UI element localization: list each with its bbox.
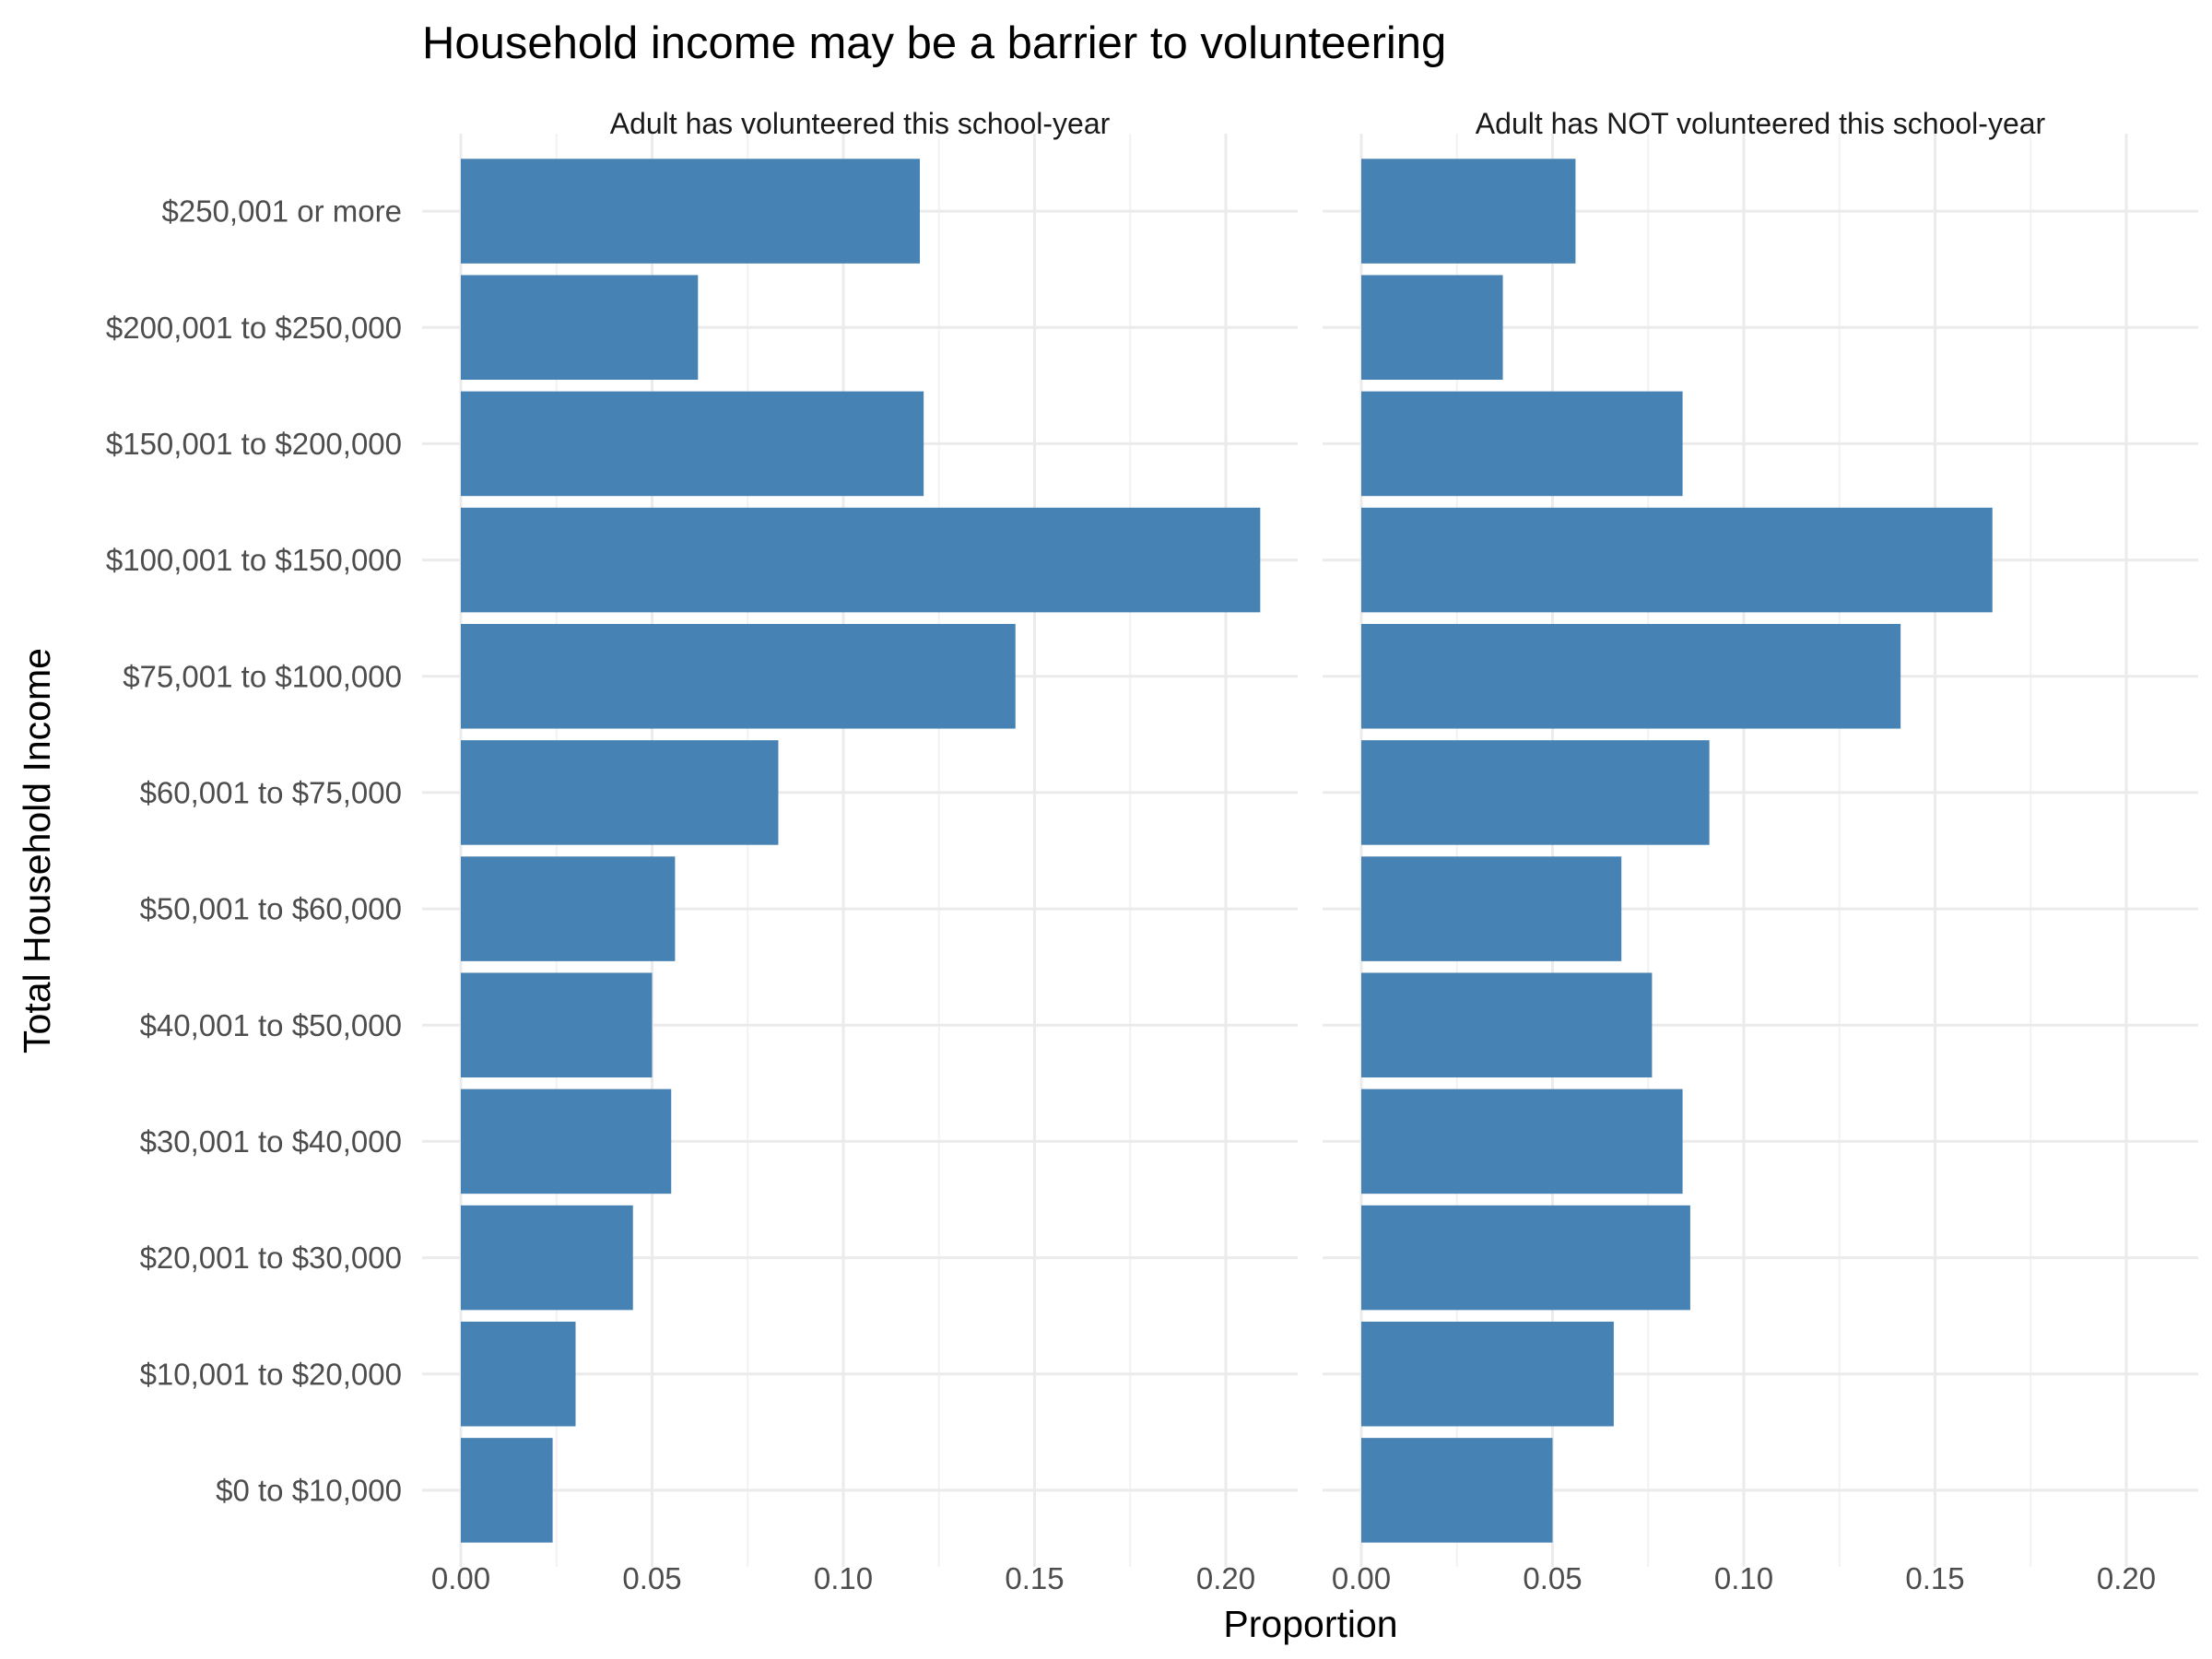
bar-10-001-to-20-000 [461, 1321, 576, 1427]
x-tick-label: 0.00 [431, 1561, 490, 1595]
y-tick-label: $10,001 to $20,000 [140, 1357, 402, 1391]
bar-50-001-to-60-000 [461, 856, 676, 961]
y-tick-label: $60,001 to $75,000 [140, 775, 402, 809]
x-tick-label: 0.15 [1005, 1561, 1064, 1595]
x-tick-label: 0.15 [1905, 1561, 1964, 1595]
bar-60-001-to-75-000 [1361, 740, 1710, 845]
y-tick-label: $150,001 to $200,000 [106, 427, 402, 461]
panel-strip-label: Adult has volunteered this school-year [610, 107, 1111, 140]
bar-100-001-to-150-000 [461, 507, 1261, 613]
bar-200-001-to-250-000 [1361, 275, 1503, 381]
y-axis-tick-labels: $0 to $10,000 $10,001 to $20,000 $20,001 t… [106, 194, 402, 1508]
x-tick-label: 0.10 [1714, 1561, 1773, 1595]
y-tick-label: $100,001 to $150,000 [106, 543, 402, 577]
y-tick-label: $200,001 to $250,000 [106, 311, 402, 345]
x-axis-title: Proportion [1223, 1603, 1397, 1645]
y-tick-label: $30,001 to $40,000 [140, 1124, 402, 1159]
y-tick-label: $250,001 or more [161, 194, 402, 229]
y-tick-label: $20,001 to $30,000 [140, 1241, 402, 1275]
y-tick-label: $75,001 to $100,000 [123, 659, 402, 693]
bar-200-001-to-250-000 [461, 275, 699, 381]
bar-10-001-to-20-000 [1361, 1321, 1614, 1427]
bar-50-001-to-60-000 [1361, 856, 1622, 961]
y-tick-label: $50,001 to $60,000 [140, 892, 402, 926]
x-tick-label: 0.00 [1332, 1561, 1391, 1595]
panel-strip-label: Adult has NOT volunteered this school-ye… [1476, 107, 2046, 140]
bar-150-001-to-200-000 [461, 391, 924, 497]
panels-layer: Adult has volunteered this school-year 0.… [422, 107, 2198, 1595]
panel-2: Adult has NOT volunteered this school-ye… [1323, 107, 2198, 1595]
bar-100-001-to-150-000 [1361, 507, 1993, 613]
x-tick-label: 0.10 [814, 1561, 873, 1595]
chart-title: Household income may be a barrier to vol… [422, 18, 1446, 68]
bar-40-001-to-50-000 [1361, 972, 1653, 1078]
x-tick-label: 0.20 [2097, 1561, 2156, 1595]
bar-0-to-10-000 [461, 1438, 553, 1543]
bar-250-001-or-more [1361, 159, 1576, 264]
bar-20-001-to-30-000 [461, 1205, 633, 1311]
bar-40-001-to-50-000 [461, 972, 653, 1078]
x-tick-label: 0.05 [1523, 1561, 1582, 1595]
bar-75-001-to-100-000 [461, 623, 1016, 729]
bar-30-001-to-40-000 [1361, 1088, 1683, 1194]
bar-150-001-to-200-000 [1361, 391, 1683, 497]
y-tick-label: $40,001 to $50,000 [140, 1008, 402, 1042]
y-tick-label: $0 to $10,000 [216, 1473, 402, 1507]
bar-20-001-to-30-000 [1361, 1205, 1690, 1311]
bar-60-001-to-75-000 [461, 740, 779, 845]
y-axis-title: Total Household Income [16, 648, 58, 1053]
bar-30-001-to-40-000 [461, 1088, 672, 1194]
bar-75-001-to-100-000 [1361, 623, 1901, 729]
x-tick-label: 0.05 [622, 1561, 681, 1595]
x-tick-label: 0.20 [1196, 1561, 1255, 1595]
panel-1: Adult has volunteered this school-year 0.… [422, 107, 1298, 1595]
bar-0-to-10-000 [1361, 1438, 1553, 1543]
bar-250-001-or-more [461, 159, 920, 264]
